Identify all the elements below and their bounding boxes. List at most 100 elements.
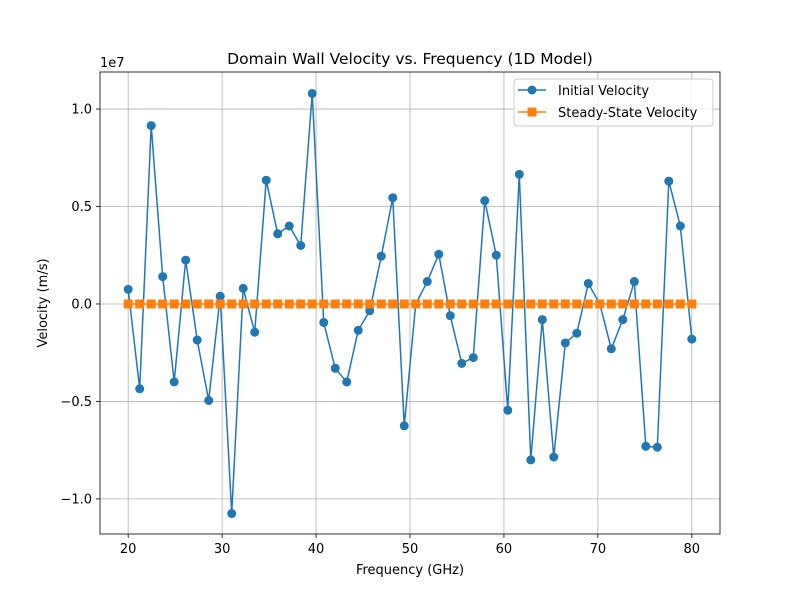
data-point bbox=[468, 353, 478, 363]
data-point bbox=[250, 299, 260, 309]
series-initial-velocity bbox=[123, 88, 697, 519]
data-point bbox=[457, 299, 467, 309]
data-point bbox=[123, 284, 133, 294]
y-tick-label: −0.5 bbox=[60, 395, 92, 410]
data-point bbox=[169, 299, 179, 309]
data-point bbox=[376, 251, 386, 261]
x-tick-label: 30 bbox=[214, 542, 231, 557]
x-tick-label: 40 bbox=[308, 542, 325, 557]
data-point bbox=[457, 358, 467, 368]
data-point bbox=[549, 452, 559, 462]
series-steady-state-velocity bbox=[123, 299, 697, 309]
data-point bbox=[227, 509, 237, 519]
chart-title: Domain Wall Velocity vs. Frequency (1D M… bbox=[227, 50, 593, 68]
data-point bbox=[353, 325, 363, 335]
data-point bbox=[365, 299, 375, 309]
y-offset-label: 1e7 bbox=[100, 56, 125, 71]
data-point bbox=[687, 334, 697, 344]
data-point bbox=[227, 299, 237, 309]
data-point bbox=[399, 299, 409, 309]
data-point bbox=[261, 175, 271, 185]
data-point bbox=[606, 344, 616, 354]
data-point bbox=[135, 384, 145, 394]
data-point bbox=[319, 317, 329, 327]
data-point bbox=[480, 196, 490, 206]
legend-marker-steady bbox=[527, 107, 537, 117]
data-point bbox=[434, 299, 444, 309]
data-point bbox=[687, 299, 697, 309]
data-point bbox=[307, 88, 317, 98]
data-point bbox=[181, 299, 191, 309]
data-point bbox=[238, 283, 248, 293]
data-point bbox=[664, 299, 674, 309]
data-point bbox=[503, 405, 513, 415]
data-point bbox=[284, 221, 294, 231]
data-point bbox=[537, 299, 547, 309]
data-point bbox=[583, 299, 593, 309]
data-point bbox=[411, 299, 421, 309]
data-point bbox=[192, 299, 202, 309]
data-point bbox=[595, 299, 605, 309]
x-tick-label: 50 bbox=[402, 542, 419, 557]
data-point bbox=[480, 299, 490, 309]
data-point bbox=[537, 315, 547, 325]
data-point bbox=[273, 299, 283, 309]
data-point bbox=[181, 255, 191, 265]
y-tick-label: 1.0 bbox=[71, 103, 92, 118]
data-point bbox=[675, 299, 685, 309]
data-point bbox=[629, 277, 639, 287]
data-point bbox=[365, 306, 375, 316]
data-point bbox=[376, 299, 386, 309]
data-point bbox=[319, 299, 329, 309]
data-point bbox=[606, 299, 616, 309]
data-point bbox=[618, 315, 628, 325]
data-point bbox=[652, 442, 662, 452]
data-point bbox=[273, 229, 283, 239]
x-tick-label: 60 bbox=[496, 542, 513, 557]
data-point bbox=[284, 299, 294, 309]
data-point bbox=[445, 311, 455, 321]
data-point bbox=[192, 335, 202, 345]
data-point bbox=[296, 299, 306, 309]
data-point bbox=[526, 299, 536, 309]
data-point bbox=[664, 176, 674, 186]
legend-label-initial: Initial Velocity bbox=[558, 84, 649, 99]
data-point bbox=[503, 299, 513, 309]
data-point bbox=[572, 328, 582, 338]
data-point bbox=[353, 299, 363, 309]
data-point bbox=[514, 169, 524, 179]
legend-box bbox=[513, 78, 714, 127]
x-tick-label: 70 bbox=[590, 542, 607, 557]
data-point bbox=[250, 327, 260, 337]
data-point bbox=[641, 441, 651, 451]
data-point bbox=[491, 250, 501, 260]
data-point bbox=[388, 299, 398, 309]
data-point bbox=[526, 455, 536, 465]
ticks: 20 30 40 50 60 70 80 −1.0 −0.5 0.0 0.5 1.0 bbox=[60, 103, 700, 557]
data-point bbox=[491, 299, 501, 309]
data-point bbox=[549, 299, 559, 309]
data-point bbox=[572, 299, 582, 309]
data-point bbox=[215, 299, 225, 309]
x-axis-label: Frequency (GHz) bbox=[356, 563, 464, 578]
data-point bbox=[307, 299, 317, 309]
data-point bbox=[434, 249, 444, 259]
legend-label-steady: Steady-State Velocity bbox=[558, 106, 698, 121]
data-point bbox=[641, 299, 651, 309]
data-point bbox=[445, 299, 455, 309]
data-point bbox=[204, 395, 214, 405]
data-point bbox=[652, 299, 662, 309]
data-point bbox=[583, 279, 593, 289]
data-point bbox=[629, 299, 639, 309]
data-point bbox=[215, 291, 225, 301]
data-point bbox=[146, 121, 156, 131]
data-point bbox=[342, 299, 352, 309]
data-point bbox=[238, 299, 248, 309]
legend: Initial Velocity Steady-State Velocity bbox=[513, 78, 714, 127]
data-point bbox=[158, 299, 168, 309]
data-point bbox=[618, 299, 628, 309]
y-axis-label: Velocity (m/s) bbox=[36, 258, 51, 347]
data-point bbox=[169, 377, 179, 387]
data-point bbox=[514, 299, 524, 309]
